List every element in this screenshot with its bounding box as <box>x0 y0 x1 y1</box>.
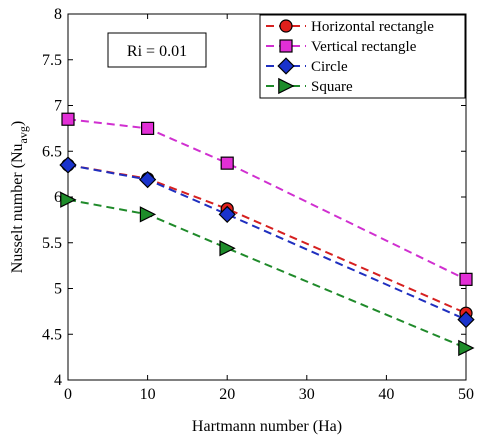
y-tick-label: 7.5 <box>42 52 62 69</box>
y-tick-label: 8 <box>54 6 62 23</box>
data-point <box>60 191 77 208</box>
data-point <box>220 156 234 170</box>
x-tick-label: 30 <box>299 386 315 403</box>
legend-label: Square <box>311 79 353 95</box>
legend: Horizontal rectangle Vertical rectangle Ci… <box>259 14 466 99</box>
y-tick-label: 4 <box>54 372 62 389</box>
annotation-text: Ri = 0.01 <box>127 43 187 60</box>
data-point <box>219 240 236 257</box>
series-line <box>67 163 467 321</box>
data-point <box>457 310 475 329</box>
y-axis-title-subscript: avg <box>16 126 30 143</box>
legend-label: Circle <box>311 59 348 75</box>
legend-label: Horizontal rectangle <box>311 19 434 35</box>
x-tick-label: 20 <box>219 386 235 403</box>
legend-label: Vertical rectangle <box>311 39 417 55</box>
y-tick-label: 5.5 <box>42 235 62 252</box>
x-tick-label: 40 <box>378 386 394 403</box>
x-axis-title: Hartmann number (Ha) <box>192 418 342 435</box>
x-tick-label: 50 <box>458 386 474 403</box>
y-axis-title: Nusselt number (Nuavg) <box>9 121 30 273</box>
series-line <box>67 198 467 349</box>
x-tick-label: 10 <box>140 386 156 403</box>
legend-marker <box>278 77 295 95</box>
y-tick-label: 6 <box>54 189 62 206</box>
y-axis-title-close: ) <box>9 121 26 126</box>
annotation-box: Ri = 0.01 <box>107 32 207 68</box>
legend-marker <box>277 57 295 75</box>
legend-marker <box>279 39 293 53</box>
y-axis-title-main: Nusselt number (Nu <box>9 143 26 273</box>
y-tick-label: 5 <box>54 281 62 298</box>
y-tick-label: 7 <box>54 98 62 115</box>
data-point <box>138 170 157 189</box>
data-point <box>61 112 75 126</box>
y-tick-label: 4.5 <box>42 326 62 343</box>
data-point <box>459 272 473 286</box>
data-point <box>218 205 236 224</box>
data-point <box>139 206 157 223</box>
legend-box <box>259 14 466 99</box>
legend-marker <box>279 19 293 33</box>
series-markers <box>59 112 475 357</box>
series-line <box>67 118 467 281</box>
y-axis: 4 4.5 5 5.5 6 6.5 7 7.5 8 <box>42 6 466 389</box>
series-lines <box>67 118 467 349</box>
data-point <box>141 121 155 135</box>
data-point <box>458 339 475 357</box>
x-tick-label: 0 <box>64 386 72 403</box>
y-tick-label: 6.5 <box>42 143 62 160</box>
x-axis: 0 10 20 30 40 50 <box>64 14 474 403</box>
data-point <box>59 156 77 174</box>
